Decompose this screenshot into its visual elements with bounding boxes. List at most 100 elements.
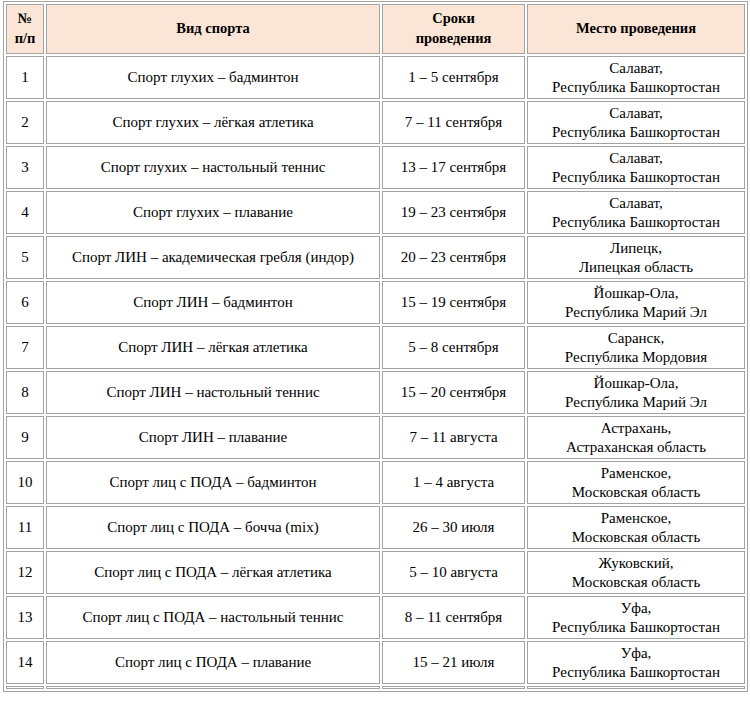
- cell-place: Уфа, Республика Башкортостан: [527, 596, 745, 639]
- cell-num: 6: [6, 281, 44, 324]
- place-region: Республика Башкортостан: [530, 78, 742, 97]
- cell-num: 3: [6, 146, 44, 189]
- cell-dates: 8 – 11 сентября: [382, 596, 525, 639]
- cell-place: Уфа, Республика Башкортостан: [527, 641, 745, 684]
- place-region: Республика Марий Эл: [530, 303, 742, 322]
- header-cell-num: № п/п: [6, 4, 44, 54]
- cell-place: Салават, Республика Башкортостан: [527, 101, 745, 144]
- place-region: Республика Башкортостан: [530, 123, 742, 142]
- place-city: Йошкар-Ола,: [530, 284, 742, 303]
- place-city: Уфа,: [530, 599, 742, 618]
- cell-num: 13: [6, 596, 44, 639]
- cell-dates: 7 – 11 сентября: [382, 101, 525, 144]
- cell-num: 2: [6, 101, 44, 144]
- cell-num: 11: [6, 506, 44, 549]
- table-row: 9 Спорт ЛИН – плавание 7 – 11 августа Ас…: [6, 416, 745, 459]
- place-city: Раменское,: [530, 509, 742, 528]
- cell-sport: Спорт глухих – бадминтон: [46, 56, 380, 99]
- cell-place: Салават, Республика Башкортостан: [527, 191, 745, 234]
- cell-sport: Спорт ЛИН – академическая гребля (индор): [46, 236, 380, 279]
- place-region: Астраханская область: [530, 438, 742, 457]
- cell-dates: 15 – 21 июля: [382, 641, 525, 684]
- cell-dates: 1 – 4 августа: [382, 461, 525, 504]
- cell-num: 12: [6, 551, 44, 594]
- cell-dates: 26 – 30 июля: [382, 506, 525, 549]
- place-city: Саранск,: [530, 329, 742, 348]
- place-region: Республика Башкортостан: [530, 618, 742, 637]
- table-row: 1 Спорт глухих – бадминтон 1 – 5 сентябр…: [6, 56, 745, 99]
- table-row: 8 Спорт ЛИН – настольный теннис 15 – 20 …: [6, 371, 745, 414]
- cell-place: [527, 686, 745, 689]
- cell-sport: [46, 686, 380, 689]
- place-region: Московская область: [530, 528, 742, 547]
- table-row: 7 Спорт ЛИН – лёгкая атлетика 5 – 8 сент…: [6, 326, 745, 369]
- cell-dates: 5 – 8 сентября: [382, 326, 525, 369]
- header-dates-line1: Сроки: [385, 9, 522, 29]
- table-row: 10 Спорт лиц с ПОДА – бадминтон 1 – 4 ав…: [6, 461, 745, 504]
- cell-sport: Спорт ЛИН – лёгкая атлетика: [46, 326, 380, 369]
- cell-num: 8: [6, 371, 44, 414]
- place-city: Астрахань,: [530, 419, 742, 438]
- document-page: № п/п Вид спорта Сроки проведения Место …: [0, 0, 750, 692]
- cell-place: Раменское, Московская область: [527, 506, 745, 549]
- table-header-row: № п/п Вид спорта Сроки проведения Место …: [6, 4, 745, 54]
- cell-dates: [382, 686, 525, 689]
- cell-sport: Спорт лиц с ПОДА – настольный теннис: [46, 596, 380, 639]
- cell-num: 7: [6, 326, 44, 369]
- cell-place: Липецк, Липецкая область: [527, 236, 745, 279]
- cell-place: Саранск, Республика Мордовия: [527, 326, 745, 369]
- cell-sport: Спорт ЛИН – настольный теннис: [46, 371, 380, 414]
- cell-num: 14: [6, 641, 44, 684]
- place-region: Республика Башкортостан: [530, 213, 742, 232]
- header-cell-place: Место проведения: [527, 4, 745, 54]
- cell-sport: Спорт лиц с ПОДА – бочча (mix): [46, 506, 380, 549]
- cell-sport: Спорт ЛИН – плавание: [46, 416, 380, 459]
- place-region: Московская область: [530, 483, 742, 502]
- cell-place: Жуковский, Московская область: [527, 551, 745, 594]
- cell-dates: 19 – 23 сентября: [382, 191, 525, 234]
- table-row: 5 Спорт ЛИН – академическая гребля (индо…: [6, 236, 745, 279]
- place-city: Салават,: [530, 194, 742, 213]
- place-city: Салават,: [530, 149, 742, 168]
- cell-num: 1: [6, 56, 44, 99]
- cell-dates: 20 – 23 сентября: [382, 236, 525, 279]
- cell-sport: Спорт глухих – лёгкая атлетика: [46, 101, 380, 144]
- cell-place: Раменское, Московская область: [527, 461, 745, 504]
- table-row: 2 Спорт глухих – лёгкая атлетика 7 – 11 …: [6, 101, 745, 144]
- place-region: Липецкая область: [530, 258, 742, 277]
- cell-dates: 5 – 10 августа: [382, 551, 525, 594]
- place-region: Московская область: [530, 573, 742, 592]
- table-row: 4 Спорт глухих – плавание 19 – 23 сентяб…: [6, 191, 745, 234]
- schedule-table: № п/п Вид спорта Сроки проведения Место …: [3, 1, 748, 692]
- table-row: 11 Спорт лиц с ПОДА – бочча (mix) 26 – 3…: [6, 506, 745, 549]
- place-region: Республика Марий Эл: [530, 393, 742, 412]
- cell-place: Йошкар-Ола, Республика Марий Эл: [527, 281, 745, 324]
- cell-num: 4: [6, 191, 44, 234]
- cell-dates: 1 – 5 сентября: [382, 56, 525, 99]
- cell-num: 9: [6, 416, 44, 459]
- cell-place: Салават, Республика Башкортостан: [527, 56, 745, 99]
- cell-sport: Спорт ЛИН – бадминтон: [46, 281, 380, 324]
- cell-sport: Спорт глухих – плавание: [46, 191, 380, 234]
- table-row: 13 Спорт лиц с ПОДА – настольный теннис …: [6, 596, 745, 639]
- place-region: Республика Башкортостан: [530, 168, 742, 187]
- cell-num: 5: [6, 236, 44, 279]
- cell-sport: Спорт лиц с ПОДА – плавание: [46, 641, 380, 684]
- cell-sport: Спорт лиц с ПОДА – бадминтон: [46, 461, 380, 504]
- place-region: Республика Башкортостан: [530, 663, 742, 682]
- cell-place: Астрахань, Астраханская область: [527, 416, 745, 459]
- place-city: Раменское,: [530, 464, 742, 483]
- place-city: Салават,: [530, 104, 742, 123]
- table-row: 14 Спорт лиц с ПОДА – плавание 15 – 21 и…: [6, 641, 745, 684]
- place-city: Жуковский,: [530, 554, 742, 573]
- cell-dates: 13 – 17 сентября: [382, 146, 525, 189]
- place-region: Республика Мордовия: [530, 348, 742, 367]
- cell-dates: 15 – 19 сентября: [382, 281, 525, 324]
- cell-sport: Спорт глухих – настольный теннис: [46, 146, 380, 189]
- cell-num: [6, 686, 44, 689]
- table-row: 3 Спорт глухих – настольный теннис 13 – …: [6, 146, 745, 189]
- place-city: Липецк,: [530, 239, 742, 258]
- cell-dates: 15 – 20 сентября: [382, 371, 525, 414]
- table-row: 6 Спорт ЛИН – бадминтон 15 – 19 сентября…: [6, 281, 745, 324]
- place-city: Салават,: [530, 59, 742, 78]
